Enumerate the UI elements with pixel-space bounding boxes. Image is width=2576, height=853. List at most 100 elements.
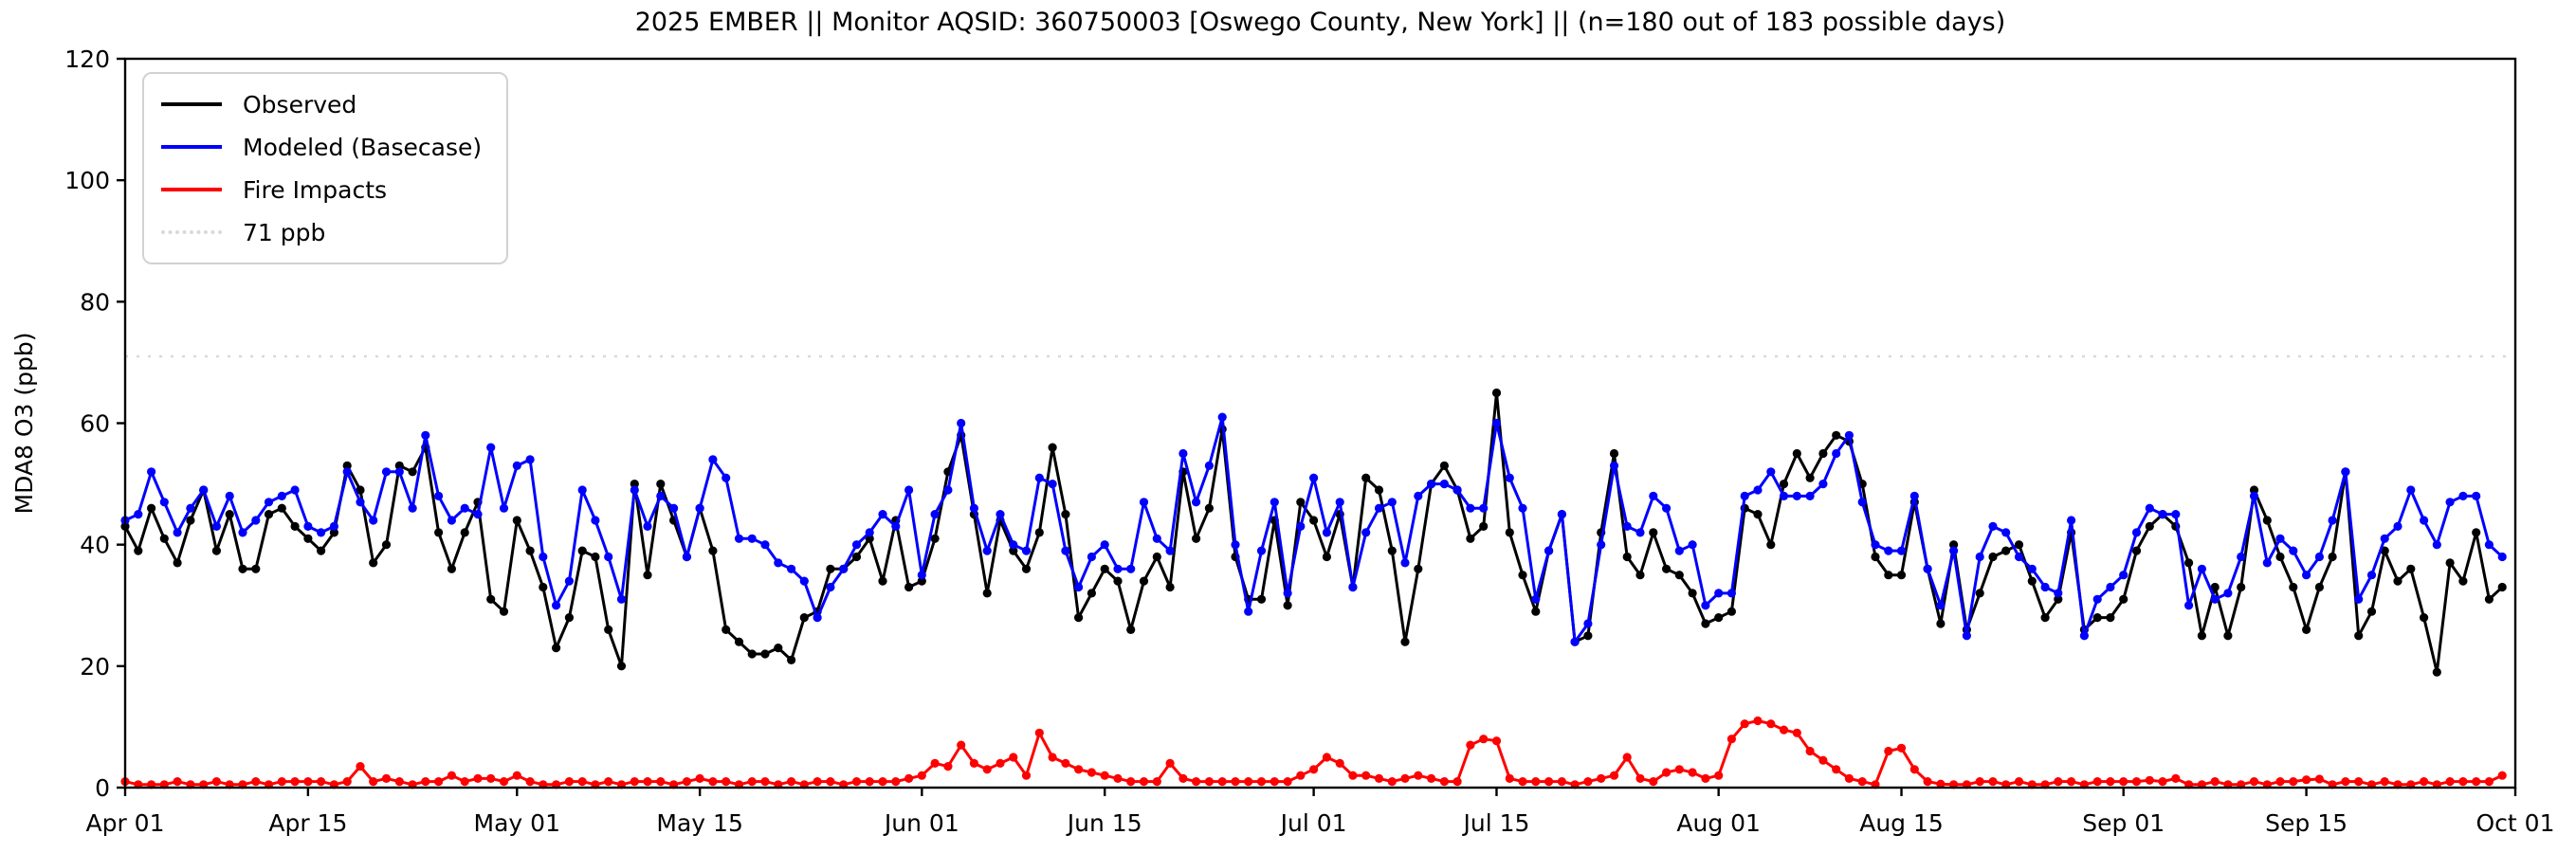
data-point-observed [1622,552,1632,562]
data-point-fire-impacts [1753,716,1763,726]
data-point-observed [878,576,887,586]
data-point-fire-impacts [1165,758,1175,769]
data-point-fire-impacts [2014,777,2024,787]
data-point-modeled-basecase [211,521,221,532]
data-point-modeled-basecase [2458,491,2468,501]
data-point-modeled-basecase [577,485,587,495]
data-point-observed [238,564,247,573]
data-point-modeled-basecase [1100,540,1109,550]
data-point-observed [604,625,613,635]
data-point-observed [2354,631,2364,641]
legend-label: Observed [243,90,357,118]
data-point-fire-impacts [512,771,521,780]
data-point-observed [760,649,770,659]
data-point-modeled-basecase [1414,491,1423,501]
data-point-observed [356,485,365,495]
data-point-observed [708,546,718,555]
data-point-observed [1361,473,1371,482]
data-point-modeled-basecase [369,516,378,525]
data-point-fire-impacts [1518,777,1527,787]
data-point-fire-impacts [865,777,874,787]
data-point-observed [1048,443,1057,452]
data-point-observed [1034,528,1044,537]
x-tick-label: Aug 15 [1859,809,1944,837]
data-point-modeled-basecase [1844,430,1854,440]
data-point-modeled-basecase [1034,473,1044,482]
data-point-fire-impacts [421,777,430,787]
series-markers-observed [120,388,2507,677]
data-point-observed [2302,625,2311,635]
data-point-observed [787,655,796,665]
data-point-modeled-basecase [1975,552,1984,562]
data-point-fire-impacts [1244,777,1253,787]
x-tick-label: Sep 15 [2265,809,2348,837]
series-line-observed [123,391,2504,674]
data-point-modeled-basecase [1505,473,1514,482]
x-tick-label: Jun 01 [883,809,959,837]
data-point-modeled-basecase [1649,491,1658,501]
data-point-modeled-basecase [813,613,822,623]
legend-item-modeled-basecase: Modeled (Basecase) [161,128,482,166]
data-point-modeled-basecase [2210,594,2220,604]
data-point-observed [2406,564,2416,573]
data-point-observed [1074,613,1084,623]
data-point-fire-impacts [2445,777,2455,787]
data-point-observed [251,564,261,573]
data-point-observed [2197,631,2206,641]
data-point-observed [1818,448,1828,459]
data-point-modeled-basecase [552,601,561,610]
data-point-modeled-basecase [1832,448,1841,459]
x-tick-label: May 15 [656,809,742,837]
data-point-observed [1662,564,1672,573]
data-point-fire-impacts [1466,740,1475,750]
data-point-modeled-basecase [1988,521,1998,532]
data-point-modeled-basecase [1491,418,1502,428]
data-point-fire-impacts [460,777,469,787]
data-point-observed [408,467,417,477]
data-point-observed [1100,564,1109,573]
data-point-observed [643,571,652,580]
data-point-observed [2314,582,2324,592]
data-point-modeled-basecase [2223,589,2233,598]
data-point-fire-impacts [1074,765,1084,774]
data-point-modeled-basecase [1244,607,1253,616]
data-point-modeled-basecase [1609,461,1619,470]
data-point-modeled-basecase [251,516,261,525]
data-point-observed [930,534,940,543]
data-point-modeled-basecase [1949,546,1959,555]
legend-line-sample [161,102,222,106]
data-point-modeled-basecase [1714,589,1724,598]
data-point-observed [134,546,143,555]
data-point-modeled-basecase [1884,546,1893,555]
data-point-fire-impacts [1726,735,1736,744]
data-point-modeled-basecase [604,552,613,562]
data-point-observed [1688,589,1697,598]
data-point-observed [2040,613,2050,623]
data-point-modeled-basecase [2472,491,2481,501]
data-point-modeled-basecase [2406,485,2416,495]
data-point-modeled-basecase [1531,594,1541,604]
data-point-observed [342,461,352,470]
data-point-modeled-basecase [238,528,247,537]
y-tick-label: 120 [64,45,110,73]
data-point-modeled-basecase [957,418,966,428]
data-point-modeled-basecase [1126,564,1136,573]
data-point-modeled-basecase [1662,503,1672,513]
data-point-modeled-basecase [1009,540,1018,550]
data-point-fire-impacts [2249,777,2259,787]
data-point-fire-impacts [2289,777,2298,787]
data-point-fire-impacts [1034,728,1044,737]
data-point-fire-impacts [1832,765,1841,774]
data-point-modeled-basecase [525,455,535,464]
data-point-modeled-basecase [760,540,770,550]
data-point-observed [2223,631,2233,641]
data-point-modeled-basecase [1923,564,1932,573]
data-point-observed [1165,582,1175,592]
data-point-modeled-basecase [486,443,496,452]
data-point-fire-impacts [604,777,613,787]
data-point-modeled-basecase [682,552,692,562]
data-point-observed [1871,552,1880,562]
data-point-modeled-basecase [1309,473,1319,482]
data-point-observed [564,613,575,623]
data-point-fire-impacts [290,777,300,787]
